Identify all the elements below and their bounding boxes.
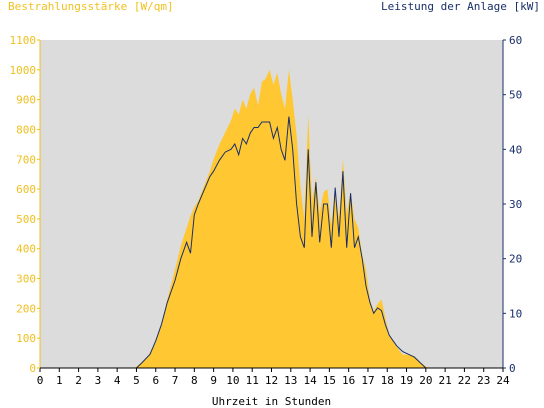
right-y-tick-label: 10 [509,307,522,320]
x-tick-label: 23 [477,374,490,387]
x-tick-label: 19 [400,374,413,387]
x-tick-label: 17 [361,374,374,387]
left-y-tick-label: 800 [16,123,36,136]
x-axis-label: Uhrzeit in Stunden [212,395,331,408]
x-tick-label: 16 [342,374,355,387]
x-tick-label: 7 [172,374,179,387]
x-tick-label: 12 [265,374,278,387]
right-y-tick-label: 40 [509,143,522,156]
irradiance-area [40,69,503,369]
left-axis-title: Bestrahlungsstärke [W/qm] [8,0,174,13]
x-tick-label: 15 [323,374,336,387]
right-axis-title: Leistung der Anlage [kW] [381,0,540,13]
x-tick-label: 5 [133,374,140,387]
left-y-tick-label: 200 [16,302,36,315]
left-y-tick-label: 900 [16,94,36,107]
right-y-tick-label: 60 [509,34,522,47]
x-tick-label: 6 [152,374,159,387]
left-y-tick-label: 300 [16,273,36,286]
left-y-tick-label: 100 [16,332,36,345]
x-tick-label: 18 [381,374,394,387]
x-tick-label: 10 [226,374,239,387]
x-tick-label: 0 [37,374,44,387]
left-y-tick-label: 500 [16,213,36,226]
x-tick-label: 9 [210,374,217,387]
left-y-tick-label: 700 [16,153,36,166]
x-tick-label: 24 [496,374,510,387]
x-tick-label: 21 [439,374,452,387]
power-line [40,116,503,369]
x-tick-label: 1 [56,374,63,387]
left-y-tick-label: 1000 [10,64,37,77]
left-y-tick-label: 400 [16,243,36,256]
x-tick-label: 14 [303,374,317,387]
left-y-tick-label: 0 [29,362,36,375]
right-y-tick-label: 20 [509,253,522,266]
x-tick-label: 3 [95,374,102,387]
right-y-tick-label: 0 [509,362,516,375]
x-tick-label: 22 [458,374,471,387]
right-y-tick-label: 50 [509,89,522,102]
x-tick-label: 2 [75,374,82,387]
x-tick-label: 20 [419,374,432,387]
x-tick-label: 13 [284,374,297,387]
left-y-tick-label: 600 [16,183,36,196]
x-tick-label: 8 [191,374,198,387]
right-y-tick-label: 30 [509,198,522,211]
left-y-tick-label: 1100 [10,34,37,47]
x-tick-label: 4 [114,374,121,387]
x-tick-label: 11 [246,374,259,387]
